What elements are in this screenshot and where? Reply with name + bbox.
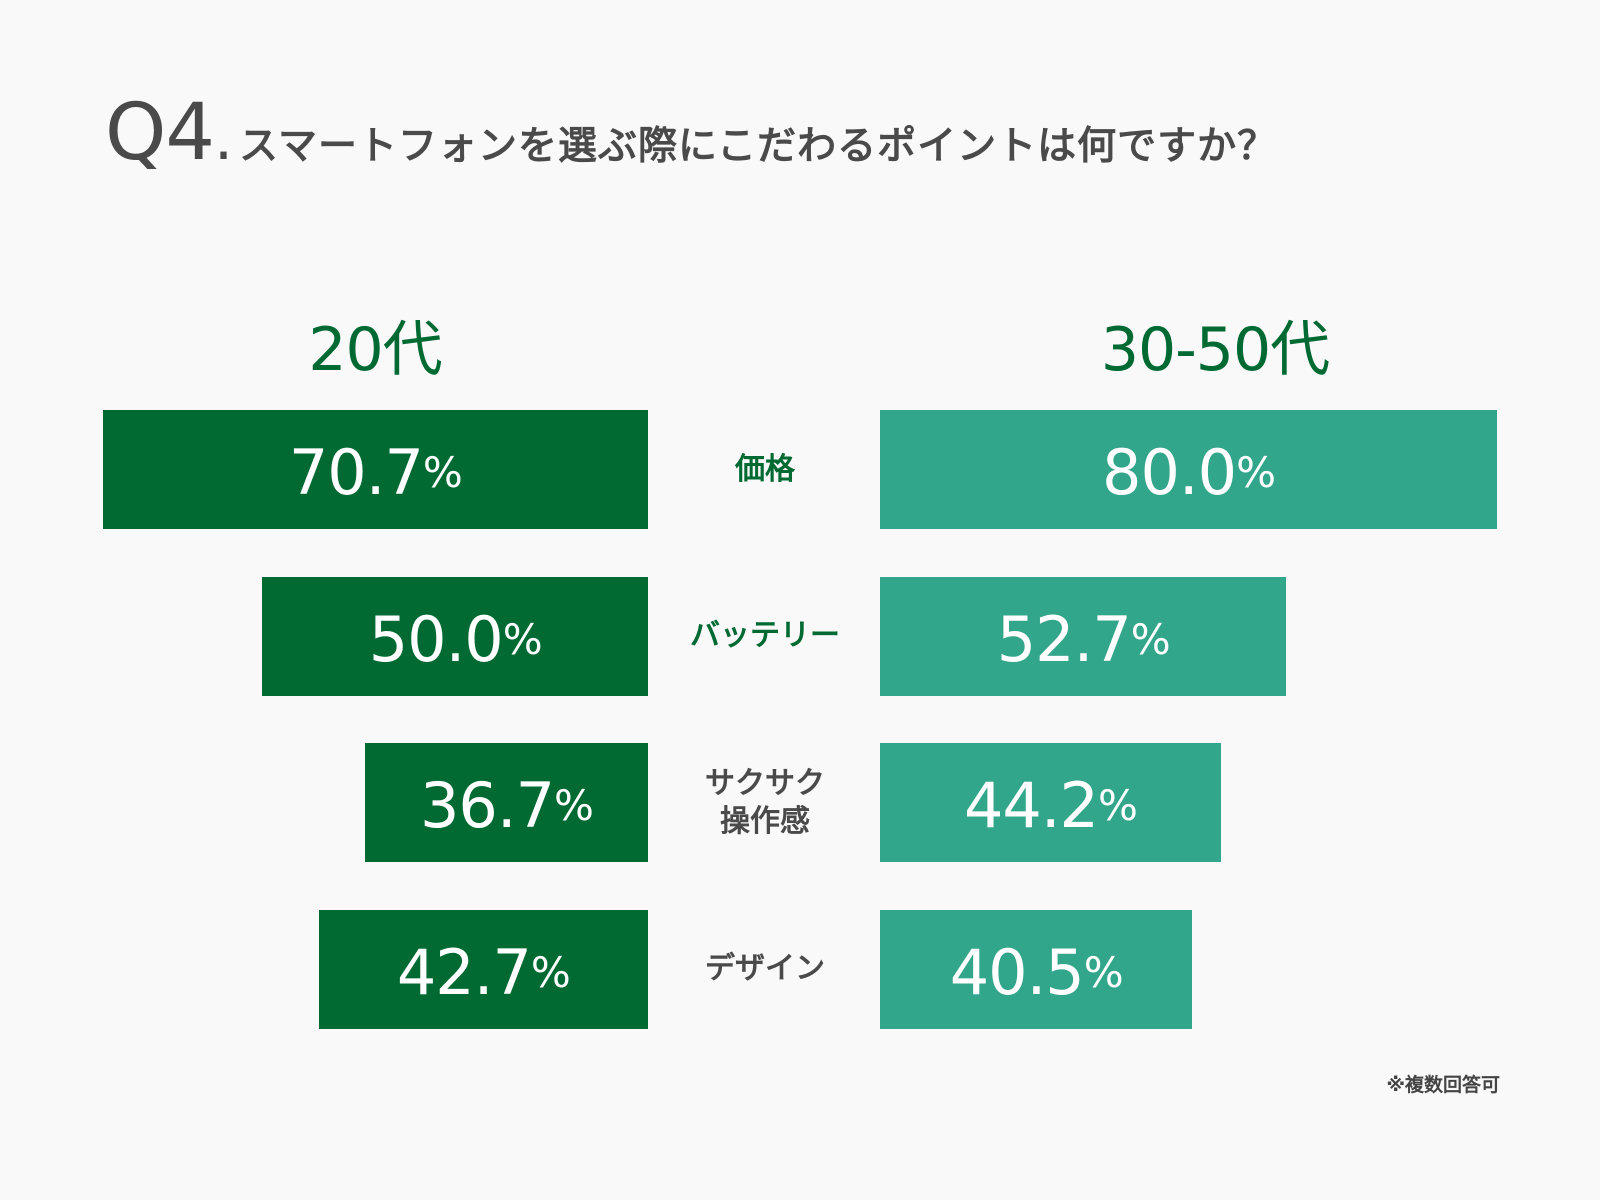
- category-label-2: サクサク 操作感: [705, 765, 825, 839]
- bar-20s-2: [364, 743, 648, 862]
- bar-label-20s-0: 70.7%: [288, 436, 463, 509]
- group-label-30-50s: 30-50代: [1100, 315, 1330, 385]
- page-title: Q4 . スマートフォンを選ぶ際にこだわるポイントは何ですか？: [105, 88, 1277, 178]
- bar-20s-3: [318, 909, 648, 1029]
- bar-30-50s-0: [880, 410, 1497, 529]
- footnote: ※複数回答可: [1386, 1074, 1500, 1096]
- category-label-1: バッテリー: [690, 618, 840, 653]
- question-dot: .: [214, 104, 234, 174]
- bar-20s-1: [262, 576, 648, 696]
- bar-label-20s-2: 36.7%: [419, 769, 594, 842]
- category-label-0: 価格: [735, 451, 795, 487]
- bar-label-20s-3: 42.7%: [396, 935, 571, 1009]
- bar-30-50s-2: [880, 743, 1221, 862]
- question-number: Q4: [105, 88, 215, 178]
- bar-30-50s-3: [880, 909, 1193, 1029]
- bar-label-30-50s-2: 44.2%: [963, 769, 1138, 842]
- group-label-20s: 20代: [308, 315, 442, 385]
- bar-label-30-50s-3: 40.5%: [949, 935, 1124, 1009]
- bar-label-30-50s-0: 80.0%: [1102, 436, 1276, 509]
- bar-30-50s-1: [880, 576, 1287, 696]
- question-text: スマートフォンを選ぶ際にこだわるポイントは何ですか？: [239, 124, 1278, 169]
- bar-label-30-50s-1: 52.7%: [996, 602, 1171, 676]
- bar-label-20s-1: 50.0%: [368, 602, 543, 676]
- bar-20s-0: [102, 410, 648, 529]
- category-label-3: デザイン: [705, 951, 825, 986]
